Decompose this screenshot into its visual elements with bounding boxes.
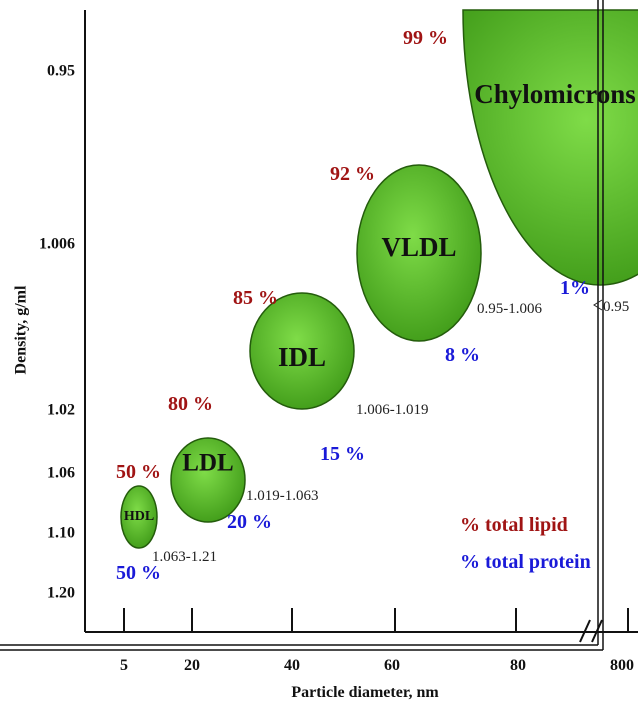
protein-percent: 1% xyxy=(560,277,590,299)
lipid-percent: 80 % xyxy=(168,393,213,415)
legend-lipid: % total lipid xyxy=(460,514,568,536)
density-range: 0.95 xyxy=(603,299,629,315)
lipid-percent: 50 % xyxy=(116,461,161,483)
x-tick-label: 5 xyxy=(120,657,128,674)
y-tick-label: 1.10 xyxy=(47,525,75,542)
x-axis-title: Particle diameter, nm xyxy=(291,684,439,701)
particle-name: VLDL xyxy=(381,232,456,262)
density-range: 1.006-1.019 xyxy=(356,402,429,418)
lipid-percent: 92 % xyxy=(330,163,375,185)
x-tick-label: 80 xyxy=(510,657,526,674)
x-tick-label: 800 xyxy=(610,657,634,674)
particle-name: Chylomicrons xyxy=(474,79,636,109)
chylomicron-shape xyxy=(463,10,638,285)
y-tick-label: 1.02 xyxy=(47,402,75,419)
chart: 0.95 1.006 1.02 1.06 1.10 1.20 Density, … xyxy=(0,0,638,704)
x-tick-label: 40 xyxy=(284,657,300,674)
lipid-percent: 85 % xyxy=(233,287,278,309)
x-tick-label: 60 xyxy=(384,657,400,674)
x-tick-label: 20 xyxy=(184,657,200,674)
density-range: 1.063-1.21 xyxy=(152,549,217,565)
density-range: 1.019-1.063 xyxy=(246,488,319,504)
legend-protein: % total protein xyxy=(460,551,591,573)
lipid-percent: 99 % xyxy=(403,27,448,49)
y-tick-label: 1.006 xyxy=(39,236,75,253)
y-axis-title: Density, g/ml xyxy=(13,285,30,374)
particle-name: LDL xyxy=(182,450,233,477)
protein-percent: 50 % xyxy=(116,562,161,584)
protein-percent: 15 % xyxy=(320,443,365,465)
protein-percent: 8 % xyxy=(445,344,480,366)
y-tick-label: 0.95 xyxy=(47,63,75,80)
y-tick-label: 1.06 xyxy=(47,465,75,482)
y-tick-label: 1.20 xyxy=(47,585,75,602)
particle-name: IDL xyxy=(278,342,326,372)
particle-name: HDL xyxy=(124,509,154,524)
protein-percent: 20 % xyxy=(227,511,272,533)
density-range: 0.95-1.006 xyxy=(477,301,542,317)
x-tick-marks xyxy=(124,608,628,642)
